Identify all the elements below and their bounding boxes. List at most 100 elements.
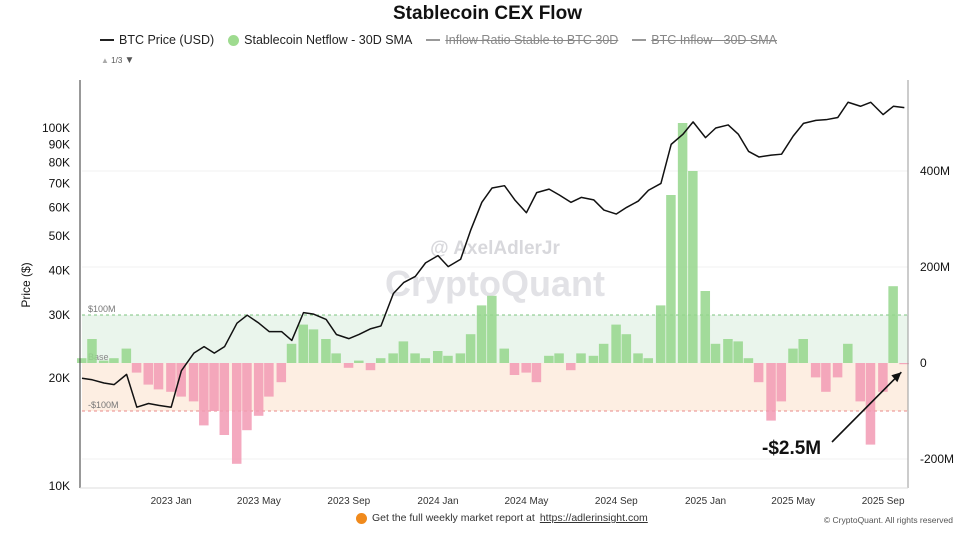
line-swatch-icon — [632, 39, 647, 41]
netflow-bar — [331, 353, 341, 363]
y-tick-label: 90K — [49, 137, 70, 151]
netflow-bar — [298, 324, 308, 363]
y-tick-label: 80K — [49, 156, 70, 170]
netflow-bar — [109, 358, 119, 363]
watermark-handle: @ AxelAdlerJr — [430, 238, 560, 259]
netflow-bar — [455, 353, 466, 363]
pager-up-icon[interactable]: ▲ — [101, 56, 109, 65]
dot-swatch-icon — [228, 34, 240, 46]
netflow-bar — [743, 358, 754, 363]
netflow-bar — [643, 358, 654, 363]
legend-item-inflow-ratio[interactable]: Inflow Ratio Stable to BTC 30D — [426, 33, 618, 47]
netflow-bar — [253, 363, 264, 416]
netflow-bar — [855, 363, 865, 402]
netflow-bar — [443, 355, 453, 363]
netflow-bar — [611, 324, 621, 363]
netflow-bar — [633, 353, 643, 363]
pager-down-icon[interactable]: ▼ — [124, 55, 135, 66]
netflow-bar — [598, 343, 609, 363]
netflow-bar — [410, 353, 420, 363]
netflow-bar — [388, 353, 398, 363]
y-tick-label: 70K — [49, 176, 70, 190]
netflow-bar — [733, 341, 743, 363]
netflow-bar — [487, 295, 497, 363]
band-label: -$100M — [88, 400, 119, 410]
netflow-bar — [242, 363, 252, 431]
netflow-bar — [832, 363, 843, 378]
y-axis-label: Price ($) — [19, 262, 33, 307]
netflow-bar — [354, 360, 364, 363]
x-tick-label: 2025 May — [771, 496, 815, 507]
netflow-bar — [588, 355, 599, 363]
netflow-bar — [219, 363, 230, 435]
netflow-bar — [566, 363, 576, 371]
chart-title: Stablecoin CEX Flow — [393, 3, 582, 24]
netflow-bar — [308, 329, 319, 363]
netflow-bar — [666, 195, 676, 363]
netflow-bar — [375, 358, 386, 363]
netflow-bar — [432, 351, 443, 363]
netflow-bar — [710, 343, 721, 363]
y2-tick-label: 200M — [920, 260, 950, 274]
line-swatch-icon — [426, 39, 441, 41]
netflow-bar — [554, 353, 564, 363]
netflow-bar — [810, 363, 821, 378]
legend: BTC Price (USD) Stablecoin Netflow - 30D… — [100, 33, 777, 47]
netflow-bar — [321, 339, 331, 363]
netflow-bar — [476, 305, 487, 363]
netflow-bar — [166, 363, 176, 392]
netflow-bar — [98, 360, 109, 363]
netflow-bar — [231, 363, 242, 464]
legend-label: Inflow Ratio Stable to BTC 30D — [445, 33, 619, 47]
legend-label: BTC Price (USD) — [119, 33, 215, 47]
netflow-bar — [766, 363, 776, 421]
netflow-bar — [723, 339, 733, 363]
netflow-bar — [521, 363, 531, 373]
x-tick-label: 2024 May — [504, 496, 548, 507]
line-swatch-icon — [100, 39, 114, 41]
base-label: Base — [88, 352, 109, 362]
netflow-bar — [531, 363, 542, 383]
legend-item-netflow[interactable]: Stablecoin Netflow - 30D SMA — [228, 33, 412, 47]
orange-circle-icon — [356, 512, 367, 524]
y-tick-label: 10K — [49, 479, 70, 493]
netflow-bar — [76, 358, 87, 363]
footer-text: Get the full weekly market report at — [372, 512, 535, 524]
netflow-bar — [199, 363, 209, 426]
annotation-label: -$2.5M — [762, 438, 821, 459]
netflow-bar — [878, 363, 888, 392]
y-tick-label: 20K — [49, 371, 70, 385]
y-tick-label: 40K — [49, 263, 70, 277]
x-tick-label: 2024 Jan — [417, 496, 458, 507]
netflow-bar — [677, 123, 688, 363]
footer: Get the full weekly market report at htt… — [356, 512, 648, 524]
report-link[interactable]: https://adlerinsight.com — [539, 512, 648, 524]
legend-item-btc-price[interactable]: BTC Price (USD) — [100, 33, 214, 47]
y-tick-label: 100K — [42, 121, 70, 135]
netflow-bar — [365, 363, 376, 371]
netflow-bar — [87, 339, 97, 363]
btc-price-line — [81, 101, 905, 408]
legend-label: BTC Inflow - 30D SMA — [651, 33, 778, 47]
x-tick-label: 2023 May — [237, 496, 281, 507]
netflow-bar — [688, 171, 698, 363]
y-tick-label: 50K — [49, 229, 70, 243]
netflow-bar — [131, 363, 142, 373]
netflow-bar — [888, 286, 898, 363]
legend-pager: ▲ 1/3 ▼ — [101, 55, 134, 66]
netflow-bar — [544, 355, 554, 363]
copyright: © CryptoQuant. All rights reserved — [823, 515, 953, 525]
netflow-bar — [286, 343, 297, 363]
netflow-bar — [343, 363, 354, 368]
netflow-bar — [420, 358, 431, 363]
band-label: $100M — [88, 304, 116, 314]
legend-label: Stablecoin Netflow - 30D SMA — [244, 33, 413, 47]
netflow-bar — [899, 363, 909, 365]
legend-item-btc-inflow[interactable]: BTC Inflow - 30D SMA — [632, 33, 777, 47]
x-tick-label: 2025 Sep — [862, 496, 905, 507]
netflow-bar — [700, 291, 711, 363]
netflow-bar — [576, 353, 586, 363]
netflow-bar — [209, 363, 219, 411]
